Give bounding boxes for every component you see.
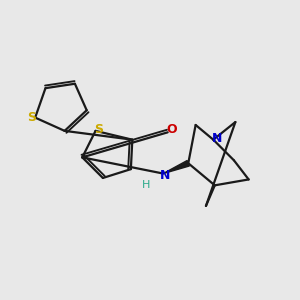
Text: O: O — [167, 124, 177, 136]
Polygon shape — [163, 160, 189, 174]
Text: S: S — [27, 111, 36, 124]
Text: H: H — [141, 180, 150, 190]
Text: N: N — [212, 132, 222, 145]
Text: S: S — [94, 123, 103, 136]
Text: N: N — [160, 169, 170, 182]
